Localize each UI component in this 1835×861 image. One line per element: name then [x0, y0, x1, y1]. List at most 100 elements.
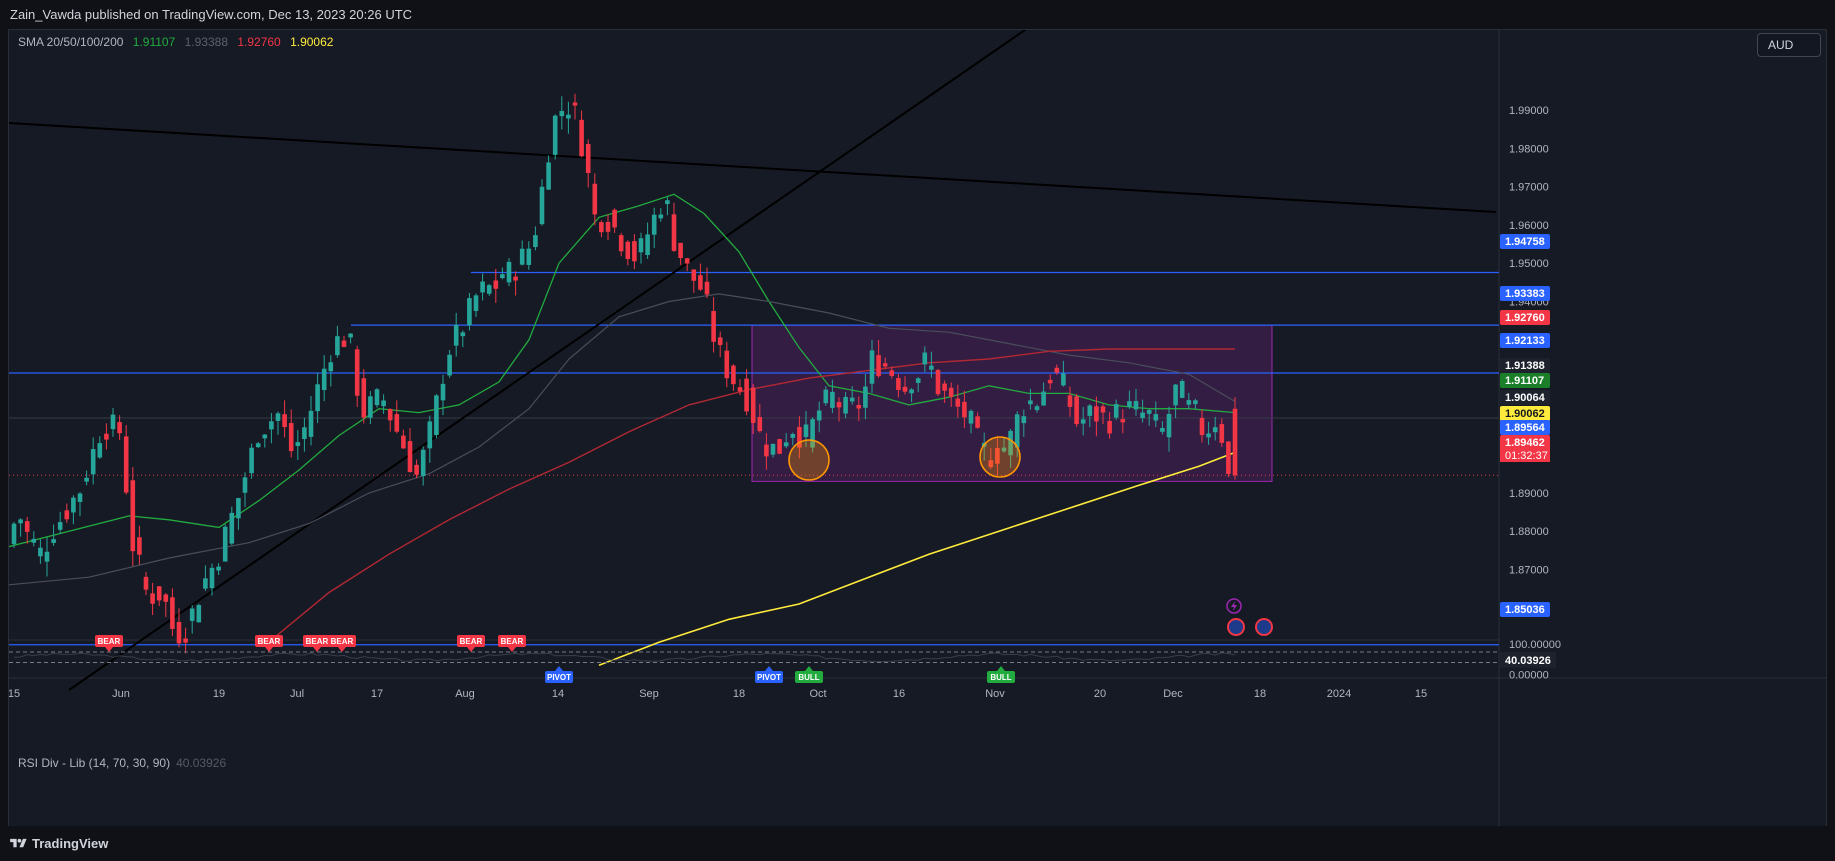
- rsi-signal-arrow: [765, 666, 773, 671]
- rsi-signal: BEAR: [457, 635, 485, 652]
- candle-body: [658, 214, 664, 219]
- time-tick-label: 14: [552, 688, 564, 700]
- candle: [968, 409, 974, 434]
- rsi-signal-label: PIVOT: [757, 673, 781, 682]
- rsi-signal-label: BEAR: [306, 637, 329, 646]
- candle: [909, 388, 914, 403]
- candle-body: [797, 426, 802, 448]
- time-tick-label: Jun: [112, 688, 130, 700]
- candle-body: [110, 414, 116, 430]
- candle: [519, 240, 525, 266]
- time-tick-label: 18: [1254, 688, 1266, 700]
- candle: [731, 364, 736, 391]
- candle: [1107, 412, 1112, 439]
- candle: [1120, 409, 1126, 434]
- rsi-line: [13, 652, 1236, 662]
- candle-body: [1094, 406, 1099, 422]
- candle-body: [467, 298, 472, 326]
- candle-body: [605, 221, 611, 232]
- price-badge: 1.91388: [1500, 358, 1550, 373]
- candle-body: [1113, 404, 1119, 418]
- candle-body: [348, 333, 353, 338]
- candle: [717, 331, 723, 358]
- time-tick-label: 16: [893, 688, 905, 700]
- candle: [1054, 364, 1060, 375]
- candle: [948, 382, 954, 407]
- candle: [1173, 384, 1178, 419]
- candle-body: [321, 368, 327, 391]
- candle: [1127, 390, 1132, 409]
- rsi-signal-label: BEAR: [98, 637, 121, 646]
- price-tick-label: 1.99000: [1509, 105, 1549, 117]
- rsi-signal-label: BEAR: [258, 637, 281, 646]
- time-tick-label: Dec: [1163, 688, 1183, 700]
- currency-selector[interactable]: AUD: [1757, 33, 1821, 57]
- sma-legend[interactable]: SMA 20/50/100/200 1.91107 1.93388 1.9276…: [18, 35, 339, 49]
- candle-body: [427, 421, 433, 449]
- candle-body: [51, 539, 56, 543]
- candle: [1067, 386, 1073, 417]
- candle-body: [902, 386, 908, 392]
- price-badge-text: 1.93383: [1505, 288, 1545, 300]
- candle: [143, 571, 149, 596]
- price-badge: 1.89564: [1500, 420, 1550, 435]
- price-tick-label: 1.96000: [1509, 220, 1549, 232]
- candle-body: [123, 436, 129, 493]
- candle-body: [236, 498, 241, 519]
- chart-panel[interactable]: BEAR BEAR BEAR BEAR BEAR BEAR PIVOT PIVOT BULL BU…: [8, 0, 1827, 827]
- candle: [863, 374, 868, 420]
- candle: [896, 373, 901, 398]
- time-tick-label: 20: [1094, 688, 1106, 700]
- price-badge-bg: [1500, 602, 1550, 617]
- candle-body: [962, 401, 967, 418]
- time-tick-label: 15: [1415, 688, 1427, 700]
- candle: [1199, 409, 1205, 443]
- candle-body: [1153, 414, 1159, 421]
- candle: [506, 258, 512, 287]
- candle-body: [1100, 406, 1106, 413]
- candle-body: [18, 519, 23, 524]
- candle: [249, 443, 254, 479]
- candle: [1087, 403, 1093, 428]
- candle: [104, 423, 109, 450]
- candle-body: [790, 434, 796, 438]
- countdown-badge-bg: [1500, 448, 1550, 462]
- rsi-signal-arrow: [555, 666, 563, 671]
- candle-body: [64, 510, 70, 520]
- candle-body: [942, 383, 947, 391]
- candle-body: [750, 387, 756, 423]
- candle: [401, 429, 406, 449]
- candle-body: [341, 340, 347, 347]
- candle: [51, 524, 56, 546]
- descending-trendline: [8, 122, 1497, 213]
- candle: [321, 355, 327, 402]
- candle-body: [447, 354, 452, 376]
- candle-body: [315, 384, 320, 412]
- candle-body: [671, 214, 677, 251]
- candle-body: [137, 537, 142, 555]
- candle: [500, 267, 505, 280]
- price-badge-bg: [1500, 373, 1550, 388]
- candle: [599, 220, 604, 238]
- candle-body: [1206, 433, 1211, 438]
- candle: [579, 110, 584, 158]
- candle-body: [473, 295, 479, 311]
- candle-body: [354, 349, 360, 396]
- candle: [750, 383, 756, 435]
- candle: [288, 409, 294, 458]
- candle: [242, 472, 248, 508]
- price-badge-bg: [1500, 390, 1550, 405]
- rsi-legend[interactable]: RSI Div - Lib (14, 70, 30, 90) 40.03926: [18, 756, 226, 770]
- candle-body: [414, 464, 419, 475]
- candle: [189, 605, 195, 634]
- candle-body: [546, 162, 551, 190]
- candle: [262, 434, 268, 448]
- rsi-signal-badge: [255, 635, 283, 647]
- rsi-signal: PIVOT: [755, 666, 783, 683]
- candle-body: [552, 115, 558, 155]
- candle: [625, 240, 631, 266]
- candle-body: [1014, 414, 1020, 448]
- candle: [632, 234, 637, 270]
- candle-body: [737, 387, 743, 392]
